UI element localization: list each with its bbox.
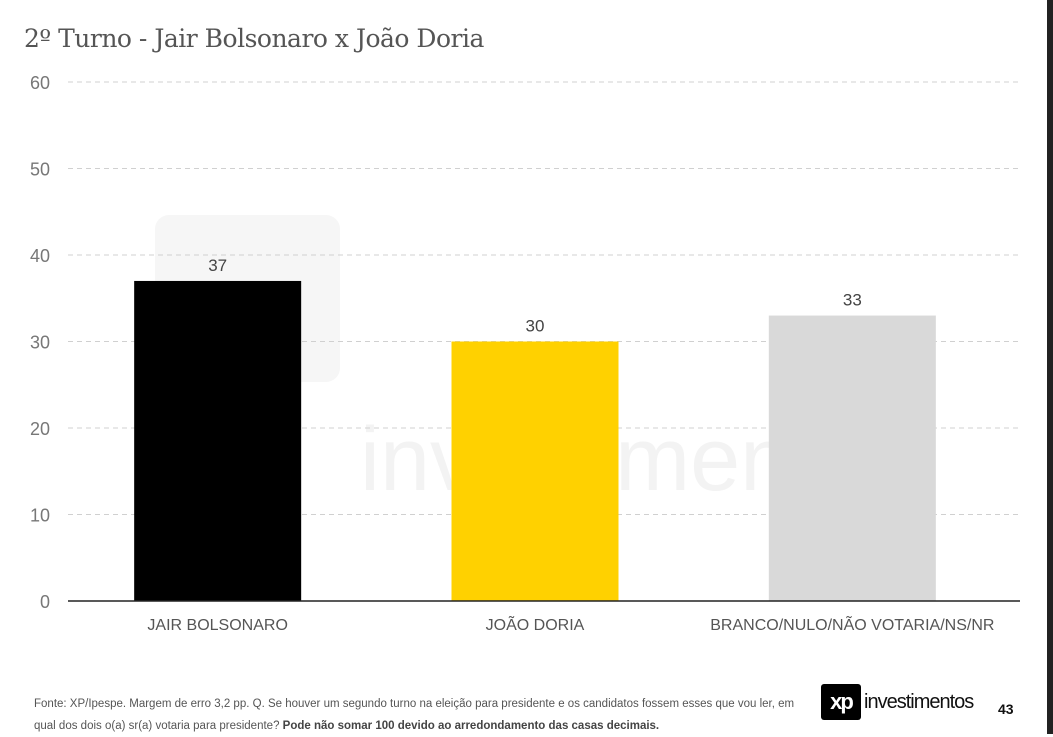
y-tick-label: 50 — [30, 160, 50, 180]
x-tick-label: BRANCO/NULO/NÃO VOTARIA/NS/NR — [710, 614, 994, 634]
window-edge — [1047, 0, 1053, 734]
page-number: 43 — [998, 701, 1014, 717]
logo-text: investimentos — [864, 690, 974, 713]
y-tick-label: 10 — [30, 506, 50, 526]
footer-bold: Pode não somar 100 devido ao arredondame… — [282, 720, 660, 732]
footer-text: Fonte: XP/Ipespe. Margem de erro 3,2 pp.… — [34, 698, 795, 732]
y-tick-label: 0 — [40, 592, 50, 612]
y-tick-label: 60 — [30, 73, 50, 93]
bar — [451, 341, 619, 601]
data-label: 33 — [843, 291, 862, 310]
bar — [134, 280, 302, 601]
chart-title: 2º Turno - Jair Bolsonaro x João Doria — [24, 24, 484, 53]
x-tick-label: JOÃO DORIA — [486, 614, 585, 634]
y-tick-label: 40 — [30, 246, 50, 266]
logo-mark: xp — [821, 684, 861, 720]
x-tick-label: JAIR BOLSONARO — [147, 617, 287, 634]
y-tick-label: 30 — [30, 333, 50, 353]
data-label: 30 — [526, 317, 545, 336]
data-label: 37 — [208, 256, 227, 275]
bar — [768, 315, 936, 601]
footer-note: Fonte: XP/Ipespe. Margem de erro 3,2 pp.… — [34, 693, 814, 737]
xp-logo: xp investimentos — [821, 684, 974, 720]
y-tick-label: 20 — [30, 419, 50, 439]
